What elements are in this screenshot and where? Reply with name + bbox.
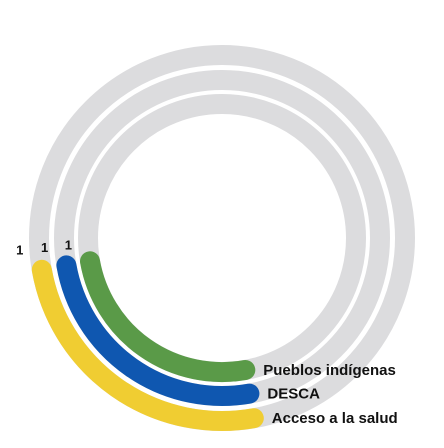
series-label-acceso-a-la-salud: Acceso a la salud <box>272 410 398 427</box>
ring-bar-pueblos-indigenas <box>80 251 256 382</box>
value-label-desca: 1 <box>41 240 48 255</box>
series-label-desca: DESCA <box>267 386 320 403</box>
ring-labels: Pueblos indígenas 1 DESCA 1 Acceso a la salu… <box>16 237 398 427</box>
ring-bars <box>31 251 264 431</box>
ring-bar-desca <box>56 255 260 406</box>
value-label-acceso-a-la-salud: 1 <box>16 243 23 258</box>
series-label-pueblos-indigenas: Pueblos indígenas <box>263 362 396 379</box>
value-label-pueblos-indigenas: 1 <box>65 237 72 252</box>
ring-bar-acceso-a-la-salud <box>31 259 264 431</box>
